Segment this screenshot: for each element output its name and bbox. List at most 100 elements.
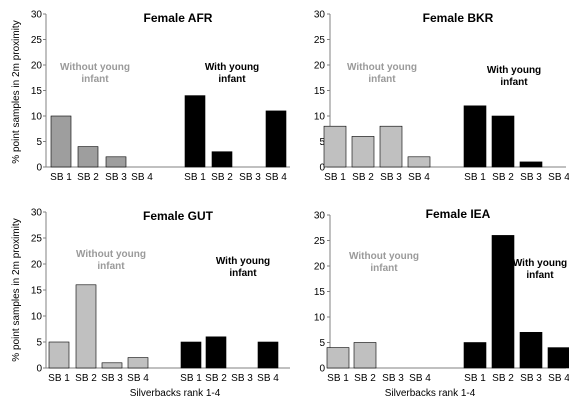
group-label-with-infant-line: With young (487, 65, 541, 76)
y-tick-label: 20 (31, 260, 43, 271)
group-label-with-infant: With young infant (216, 256, 270, 279)
category-label: SB 4 (257, 373, 279, 384)
y-tick-label: 0 (319, 163, 325, 174)
group-label-with-infant-line: infant (526, 270, 554, 281)
y-tick-label: 10 (314, 313, 326, 324)
bar-with-infant-sb2 (211, 151, 233, 168)
category-label: SB 2 (352, 172, 374, 183)
bar-with-infant-sb4 (265, 110, 287, 168)
x-axis-label-left: Silverbacks rank 1-4 (130, 388, 221, 399)
bar-with-infant-sb2 (491, 235, 515, 369)
group-label-with-infant-line: With young (216, 256, 270, 267)
y-tick-label: 30 (314, 211, 326, 222)
category-label: SB 2 (77, 172, 99, 183)
category-label: SB 4 (408, 172, 430, 183)
category-label: SB 1 (327, 373, 349, 384)
y-tick-label: 30 (31, 10, 43, 21)
chart-title: Female GUT (143, 209, 214, 223)
group-label-with-infant-line: infant (218, 74, 246, 85)
bar-with-infant-sb1 (463, 105, 487, 168)
category-label: SB 3 (380, 172, 402, 183)
category-label: SB 3 (101, 373, 123, 384)
group-label-without-infant: Without young infant (347, 62, 417, 85)
bar-without-infant-sb2 (351, 136, 375, 168)
y-tick-label: 30 (314, 10, 326, 21)
category-label: SB 2 (492, 172, 514, 183)
category-label: SB 1 (324, 172, 346, 183)
y-tick-label: 20 (31, 61, 43, 72)
chart-panel-iea: 0 5 10 15 20 25 30 Female IEA SB 1 SB 2 SB 3 SB 4 SB… (314, 207, 569, 384)
category-label: SB 2 (211, 172, 233, 183)
y-tick-label: 25 (31, 35, 43, 46)
y-tick-label: 15 (314, 86, 326, 97)
y-tick-label: 0 (36, 163, 42, 174)
category-label: SB 1 (464, 373, 486, 384)
y-tick-label: 15 (31, 86, 43, 97)
y-axis-label-bottom: % point samples in 2m proximity (11, 218, 22, 361)
bar-without-infant-sb4 (127, 357, 149, 369)
bar-without-infant-sb4 (407, 156, 431, 168)
y-tick-label: 5 (319, 338, 325, 349)
group-label-without-infant-line: infant (81, 74, 109, 85)
y-tick-label: 5 (36, 137, 42, 148)
category-label: SB 3 (520, 172, 542, 183)
category-label: SB 1 (180, 373, 202, 384)
y-tick-label: 20 (314, 61, 326, 72)
bar-without-infant-sb2 (75, 284, 97, 369)
category-label: SB 1 (464, 172, 486, 183)
y-tick-label: 20 (314, 262, 326, 273)
group-label-without-infant-line: infant (368, 74, 396, 85)
bar-with-infant-sb2 (491, 115, 515, 168)
category-label: SB 3 (520, 373, 542, 384)
bar-with-infant-sb1 (180, 341, 202, 369)
y-tick-label: 5 (36, 338, 42, 349)
chart-panel-afr: 0 5 10 15 20 25 30 Female AFR SB 1 SB 2 SB 3 SB 4 SB… (31, 10, 290, 183)
category-label: SB 1 (48, 373, 70, 384)
group-label-without-infant-line: Without young (60, 62, 130, 73)
group-label-with-infant: With young infant (205, 62, 259, 85)
category-label: SB 3 (382, 373, 404, 384)
chart-title: Female AFR (144, 11, 213, 25)
group-label-without-infant-line: Without young (349, 251, 419, 262)
y-tick-label: 0 (319, 364, 325, 375)
group-label-without-infant-line: Without young (347, 62, 417, 73)
bar-with-infant-sb3 (519, 331, 543, 369)
group-label-without-infant: Without young infant (76, 249, 146, 272)
y-tick-label: 25 (314, 35, 326, 46)
group-label-with-infant: With young infant (487, 65, 541, 88)
bar-without-infant-sb1 (48, 341, 70, 369)
y-tick-label: 10 (31, 312, 43, 323)
category-label: SB 1 (50, 172, 72, 183)
chart-title: Female BKR (423, 11, 494, 25)
chart-title: Female IEA (426, 207, 491, 221)
category-label: SB 3 (231, 373, 253, 384)
y-axis-label-top: % point samples in 2m proximity (11, 20, 22, 163)
group-label-without-infant: Without young infant (349, 251, 419, 274)
bar-without-infant-sb1 (50, 115, 72, 168)
category-label: SB 2 (205, 373, 227, 384)
bar-without-infant-sb2 (77, 146, 99, 168)
bar-without-infant-sb2 (353, 342, 377, 369)
category-label: SB 3 (239, 172, 261, 183)
category-label: SB 3 (105, 172, 127, 183)
group-label-without-infant-line: Without young (76, 249, 146, 260)
bar-with-infant-sb1 (463, 342, 487, 369)
group-label-with-infant-line: infant (500, 77, 528, 88)
category-label: SB 4 (127, 373, 149, 384)
bar-with-infant-sb2 (205, 336, 227, 369)
bar-without-infant-sb1 (326, 347, 350, 369)
x-axis-label-right: Silverbacks rank 1-4 (385, 388, 476, 399)
y-tick-label: 30 (31, 208, 43, 219)
category-label: SB 2 (75, 373, 97, 384)
bar-without-infant-sb1 (323, 125, 347, 168)
group-label-without-infant-line: infant (370, 263, 398, 274)
category-label: SB 2 (354, 373, 376, 384)
group-label-without-infant: Without young infant (60, 62, 130, 85)
y-tick-label: 15 (31, 286, 43, 297)
bar-without-infant-sb3 (101, 362, 123, 369)
group-label-with-infant-line: infant (229, 268, 257, 279)
category-label: SB 4 (548, 172, 569, 183)
bar-with-infant-sb4 (257, 341, 279, 369)
